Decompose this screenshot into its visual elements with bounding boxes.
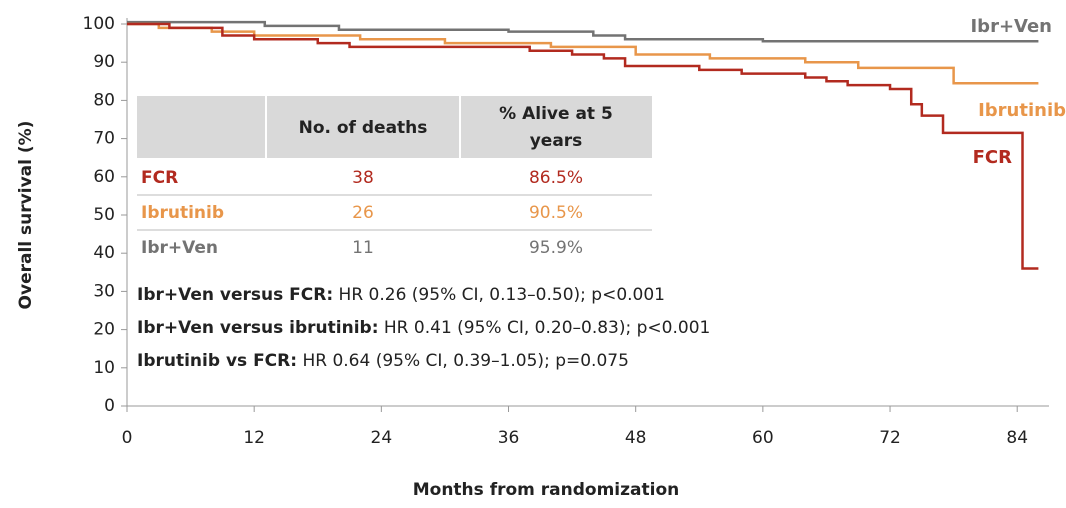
table-cell: 95.9%: [529, 238, 583, 258]
x-tick-label: 48: [625, 428, 647, 448]
annotation-bold: Ibrutinib vs FCR:: [137, 351, 297, 371]
x-tick-label: 84: [1006, 428, 1028, 448]
y-tick-label: 20: [93, 320, 115, 340]
x-tick-label: 24: [371, 428, 393, 448]
y-tick-label: 80: [93, 90, 115, 110]
table-cell: 86.5%: [529, 168, 583, 188]
y-axis-label: Overall survival (%): [16, 121, 36, 310]
series-label: Ibrutinib: [978, 100, 1066, 121]
series-label: FCR: [973, 147, 1013, 168]
annotation-text: HR 0.64 (95% CI, 0.39–1.05); p=0.075: [297, 351, 629, 371]
x-tick-label: 60: [752, 428, 774, 448]
x-tick-label: 12: [243, 428, 265, 448]
table-header: No. of deaths: [299, 118, 428, 138]
table-cell: 26: [352, 203, 374, 223]
y-tick-label: 50: [93, 205, 115, 225]
table-header-bg: [137, 96, 652, 158]
x-tick-label: 0: [122, 428, 133, 448]
annotation: Ibr+Ven versus FCR: HR 0.26 (95% CI, 0.1…: [137, 285, 665, 305]
y-tick-label: 40: [93, 243, 115, 263]
table-header-line: % Alive at 5: [499, 104, 613, 124]
annotation: Ibrutinib vs FCR: HR 0.64 (95% CI, 0.39–…: [137, 351, 629, 371]
table-cell: 90.5%: [529, 203, 583, 223]
x-tick-label: 72: [879, 428, 901, 448]
annotation: Ibr+Ven versus ibrutinib: HR 0.41 (95% C…: [137, 318, 710, 338]
table-cell: 11: [352, 238, 374, 258]
x-tick-label: 36: [498, 428, 520, 448]
annotation-bold: Ibr+Ven versus ibrutinib:: [137, 318, 379, 338]
survival-curve: [127, 22, 1039, 85]
table-row-label: Ibrutinib: [141, 203, 224, 223]
survival-curve: [127, 20, 1039, 43]
table-header: % Alive at 5 years: [499, 104, 613, 151]
y-tick-label: 0: [104, 396, 115, 416]
y-tick-label: 60: [93, 167, 115, 187]
annotation-bold: Ibr+Ven versus FCR:: [137, 285, 333, 305]
y-tick-label: 90: [93, 52, 115, 72]
table-header-line: years: [530, 131, 583, 151]
table-row-label: FCR: [141, 168, 178, 188]
y-tick-label: 100: [83, 14, 115, 34]
y-tick-label: 30: [93, 281, 115, 301]
survival-curve: [127, 22, 1039, 270]
annotation-text: HR 0.26 (95% CI, 0.13–0.50); p<0.001: [333, 285, 665, 305]
table-row-label: Ibr+Ven: [141, 238, 218, 258]
table-cell: 38: [352, 168, 374, 188]
y-tick-label: 70: [93, 129, 115, 149]
series-label: Ibr+Ven: [970, 16, 1052, 37]
x-axis-label: Months from randomization: [413, 480, 680, 500]
annotation-text: HR 0.41 (95% CI, 0.20–0.83); p<0.001: [379, 318, 711, 338]
y-tick-label: 10: [93, 358, 115, 378]
